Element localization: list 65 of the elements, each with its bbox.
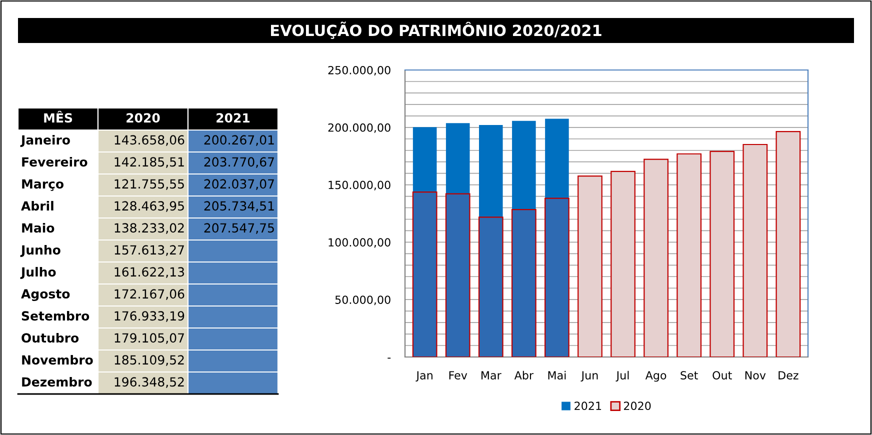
- y-tick-label: 50.000,00: [335, 296, 390, 306]
- text: 176.933,19: [114, 311, 184, 322]
- bar: [644, 158, 668, 357]
- bar: [776, 131, 801, 357]
- text: Maio: [22, 222, 54, 233]
- x-tick-label: Fev: [449, 371, 468, 380]
- y-tick-label: 200.000,00: [328, 123, 390, 133]
- bar: [676, 153, 702, 357]
- x-tick-label: Out: [712, 371, 732, 380]
- text: 207.547,75: [204, 223, 274, 234]
- x-tick-label: Mai: [548, 370, 566, 380]
- bar: [610, 170, 636, 357]
- x-tick-label: Nov: [745, 371, 766, 380]
- text: 2021: [216, 113, 250, 123]
- text: 143.658,06: [114, 135, 184, 146]
- text: 157.613,27: [114, 245, 184, 256]
- text: Dezembro: [22, 376, 92, 387]
- text: 161.622,13: [114, 267, 184, 278]
- text: Fevereiro: [22, 156, 88, 167]
- y-tick-label: 100.000,00: [328, 238, 390, 248]
- text: Março: [22, 179, 64, 191]
- text: 172.167,06: [114, 289, 184, 300]
- text: 205.734,51: [204, 201, 274, 212]
- text: Janeiro: [20, 134, 70, 147]
- text: 128.463,95: [114, 201, 184, 212]
- x-tick-label: Ago: [645, 371, 666, 382]
- y-tick-label: 250.000,00: [328, 66, 390, 76]
- text: Abril: [21, 200, 54, 211]
- text: MÊS: [44, 110, 72, 123]
- y-tick-label: 150.000,00: [328, 180, 390, 190]
- bar: [412, 192, 438, 357]
- legend-label: 2021: [574, 402, 602, 410]
- chart-title: EVOLUÇÃO DO PATRIMÔNIO 2020/2021: [271, 22, 602, 39]
- x-tick-label: Abr: [514, 370, 534, 380]
- text: 179.105,07: [114, 333, 184, 344]
- text: Junho: [20, 244, 60, 257]
- text: 202.037,07: [204, 179, 274, 190]
- text: Julho: [20, 266, 56, 279]
- text: 142.185,51: [114, 157, 184, 168]
- x-tick-label: Mar: [481, 371, 502, 380]
- text: Novembro: [22, 354, 93, 365]
- x-tick-label: Jan: [416, 371, 432, 382]
- bar: [742, 144, 768, 357]
- x-tick-label: Jun: [580, 371, 598, 382]
- bar: [544, 198, 570, 357]
- bar: [478, 216, 504, 357]
- y-tick-label: -: [388, 358, 391, 359]
- text: Setembro: [22, 310, 90, 321]
- text: 138.233,02: [114, 223, 184, 234]
- x-tick-label: Dez: [778, 371, 798, 380]
- bar: [578, 176, 602, 357]
- bar: [445, 193, 470, 357]
- text: 121.755,55: [114, 179, 184, 190]
- text: 196.348,52: [114, 377, 184, 388]
- bar: [511, 208, 536, 357]
- text: Outubro: [22, 332, 79, 343]
- legend-label: 2020: [624, 402, 651, 410]
- text: 2020: [126, 113, 160, 123]
- x-tick-label: Set: [680, 371, 698, 380]
- bar: [710, 150, 735, 357]
- x-tick-label: Jul: [616, 370, 629, 382]
- text: 203.770,67: [204, 157, 274, 168]
- text: 200.267,01: [204, 135, 274, 146]
- text: Agosto: [21, 289, 70, 302]
- text: 185.109,52: [114, 355, 184, 366]
